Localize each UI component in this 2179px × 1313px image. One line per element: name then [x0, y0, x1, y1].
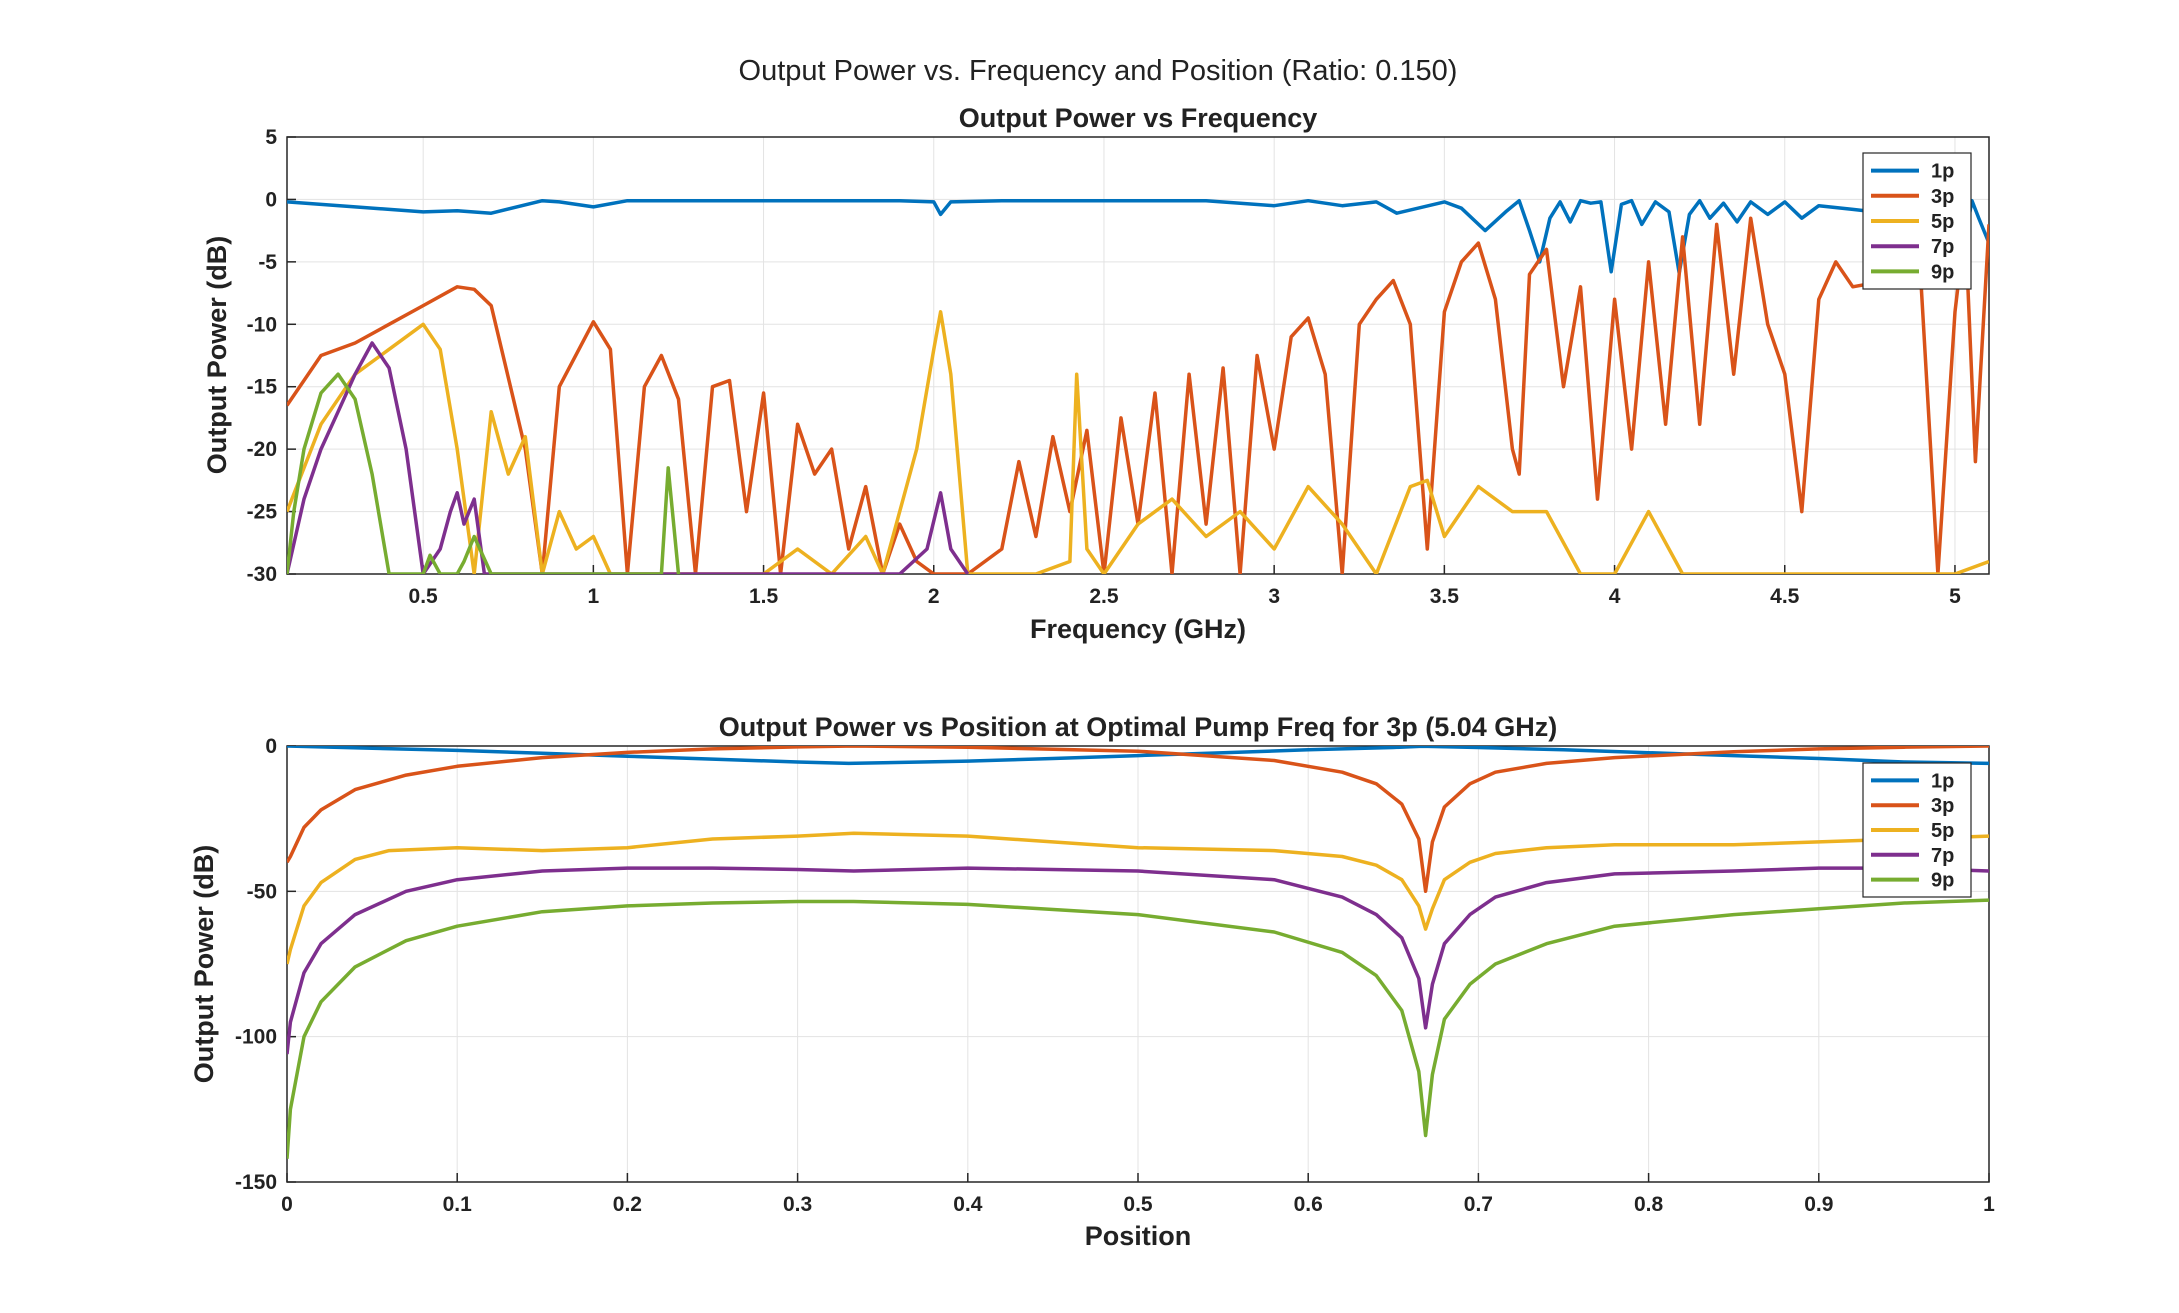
- frequency-plot-y-tick-label: -10: [247, 313, 277, 336]
- position-plot-y-tick-label: -100: [235, 1026, 277, 1049]
- position-plot-series-3p: [287, 746, 1989, 894]
- frequency-plot-y-tick-label: -5: [258, 251, 277, 274]
- frequency-plot-ylabel: Output Power (dB): [202, 236, 232, 474]
- frequency-plot-series-5p: [287, 310, 1989, 574]
- position-plot-y-tick-label: 0: [265, 735, 277, 758]
- frequency-plot-series: [287, 198, 1989, 574]
- position-plot-legend-label-5p: 5p: [1931, 820, 1954, 842]
- frequency-plot-legend-label-1p: 1p: [1931, 161, 1954, 183]
- position-plot-series-5p: [287, 831, 1989, 965]
- position-plot-legend-label-3p: 3p: [1931, 795, 1954, 817]
- position-plot-x-tick-label: 0.6: [1294, 1193, 1323, 1216]
- frequency-plot-axes-box: [286, 136, 1990, 575]
- position-plot-x-tick-label: 0.3: [783, 1193, 812, 1216]
- frequency-plot-x-tick-label: 4: [1609, 585, 1621, 608]
- frequency-plot-series-9p: [287, 372, 681, 574]
- frequency-plot-y-tick-label: -15: [247, 376, 278, 399]
- frequency-plot-x-tick-label: 4.5: [1770, 585, 1800, 608]
- frequency-plot-xlabel: Frequency (GHz): [1030, 614, 1246, 644]
- frequency-plot-legend: 1p 3p 5p 7p 9p: [1862, 152, 1972, 290]
- frequency-plot-x-tick-label: 3.5: [1430, 585, 1460, 608]
- frequency-plot-series-7p: [287, 341, 970, 574]
- frequency-plot-x-tick-label: 1.5: [749, 585, 779, 608]
- position-plot-x-tick-label: 0.4: [953, 1193, 983, 1216]
- frequency-plot-x-tick-label: 0.5: [409, 585, 439, 608]
- position-plot-ylabel: Output Power (dB): [189, 845, 219, 1083]
- position-plot-x-tick-label: 0.7: [1464, 1193, 1493, 1216]
- frequency-plot-x-tick-label: 3: [1268, 585, 1280, 608]
- position-plot: 0 0.1 0.2 0.3 0.4 0.5 0.6 0.7 0.8 0.9 1 0 -50 -100 -15…: [189, 712, 1995, 1251]
- position-plot-x-tick-label: 0: [281, 1193, 293, 1216]
- frequency-plot-x-tick-label: 2: [928, 585, 940, 608]
- position-plot-x-tick-label: 1: [1983, 1193, 1995, 1216]
- frequency-plot-legend-label-5p: 5p: [1931, 211, 1954, 233]
- frequency-plot-x-tick-label: 5: [1949, 585, 1961, 608]
- frequency-plot-series-3p: [287, 216, 1989, 574]
- figure-suptitle: Output Power vs. Frequency and Position …: [739, 55, 1458, 87]
- position-plot-xlabel: Position: [1085, 1221, 1192, 1251]
- position-plot-y-tick-label: -150: [235, 1171, 277, 1194]
- position-plot-x-tick-label: 0.5: [1123, 1193, 1153, 1216]
- position-plot-ticks: 0 0.1 0.2 0.3 0.4 0.5 0.6 0.7 0.8 0.9 1 0 -50 -100 -15…: [235, 735, 1995, 1216]
- frequency-plot-legend-label-9p: 9p: [1931, 261, 1954, 283]
- frequency-plot-title: Output Power vs Frequency: [959, 103, 1318, 133]
- frequency-plot-y-tick-label: -30: [247, 563, 277, 586]
- position-plot-title: Output Power vs Position at Optimal Pump…: [719, 712, 1558, 742]
- frequency-plot-x-tick-label: 1: [588, 585, 600, 608]
- frequency-plot-legend-label-3p: 3p: [1931, 186, 1954, 208]
- frequency-plot: 0.5 1 1.5 2 2.5 3 3.5 4 4.5 550-5-10-15-20-25-30 …: [202, 103, 1990, 644]
- position-plot-x-tick-label: 0.8: [1634, 1193, 1664, 1216]
- position-plot-x-tick-label: 0.1: [443, 1193, 473, 1216]
- position-plot-legend-label-9p: 9p: [1931, 870, 1954, 892]
- position-plot-legend-label-1p: 1p: [1931, 770, 1954, 792]
- position-plot-x-tick-label: 0.2: [613, 1193, 642, 1216]
- position-plot-x-tick-label: 0.9: [1804, 1193, 1833, 1216]
- frequency-plot-y-tick-label: 5: [265, 126, 277, 149]
- frequency-plot-x-tick-label: 2.5: [1089, 585, 1119, 608]
- frequency-plot-ticks: 0.5 1 1.5 2 2.5 3 3.5 4 4.5 5 5 0 -5 -10 -15 -20 -25 -30: [247, 126, 1961, 608]
- position-plot-series-9p: [287, 898, 1989, 1159]
- frequency-plot-y-tick-label: 0: [265, 188, 277, 211]
- position-plot-y-tick-label: -50: [247, 880, 277, 903]
- frequency-plot-y-tick-label: -20: [247, 438, 277, 461]
- position-plot-series: [287, 746, 1989, 1159]
- position-plot-series-7p: [287, 866, 1989, 1055]
- frequency-plot-legend-label-7p: 7p: [1931, 236, 1954, 258]
- position-plot-legend-label-7p: 7p: [1931, 845, 1954, 867]
- position-plot-legend: 1p 3p 5p 7p 9p: [1862, 762, 1972, 898]
- frequency-plot-y-tick-label: -25: [247, 501, 278, 524]
